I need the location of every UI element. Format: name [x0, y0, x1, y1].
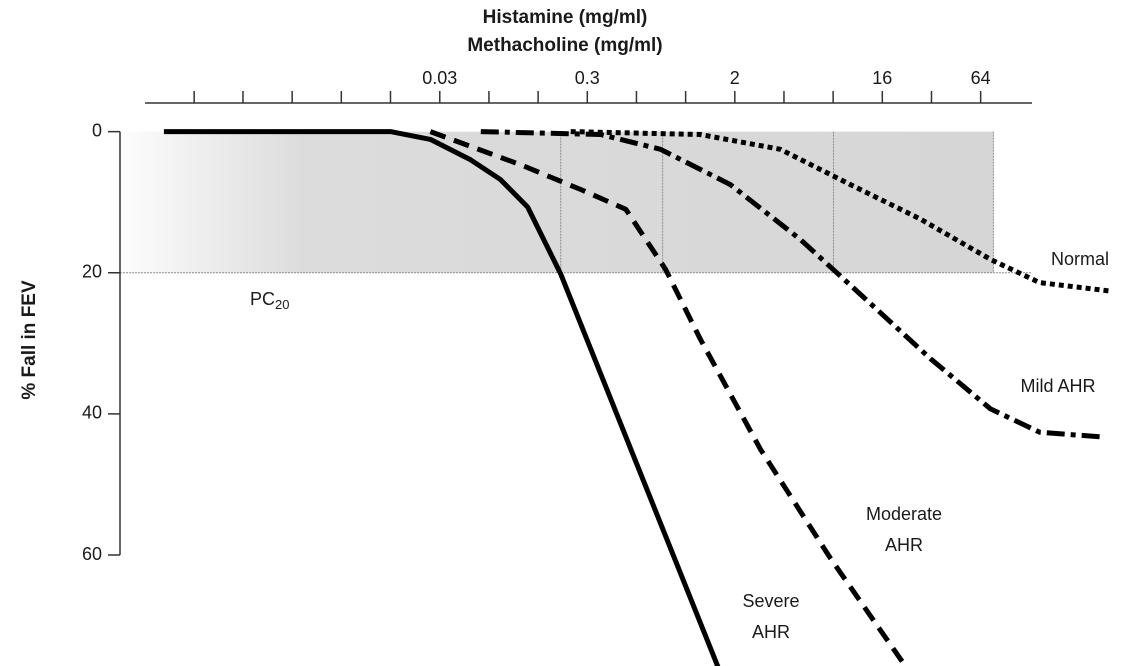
series-label: Normal	[1051, 249, 1109, 269]
series-line	[570, 129, 1111, 294]
x-tick-label: 2	[730, 68, 740, 88]
pc20-subscript: 20	[275, 297, 289, 312]
x-tick-label: 0.3	[575, 68, 600, 88]
series-line	[429, 129, 909, 666]
series-line	[163, 129, 721, 666]
pc20-label: PC20	[250, 289, 289, 313]
x-tick-label: 16	[872, 68, 892, 88]
series-label: Severe	[742, 591, 799, 611]
y-tick-label: 40	[82, 403, 102, 423]
y-tick-label: 20	[82, 262, 102, 282]
y-tick-label: 60	[82, 544, 102, 564]
x-axis-title: Methacholine (mg/ml)	[467, 35, 662, 56]
series-label: AHR	[752, 622, 790, 642]
x-axis-title: Histamine (mg/ml)	[483, 7, 648, 28]
x-tick-label: 0.03	[422, 68, 457, 88]
series-label: Mild AHR	[1020, 376, 1095, 396]
series-line	[480, 129, 1106, 440]
background-layer	[108, 131, 1032, 274]
y-tick-label: 0	[92, 120, 102, 140]
series-label: Moderate	[866, 504, 942, 524]
x-tick-label: 64	[971, 68, 991, 88]
y-axis-title: % Fall in FEV	[19, 280, 40, 400]
series-label: AHR	[885, 535, 923, 555]
